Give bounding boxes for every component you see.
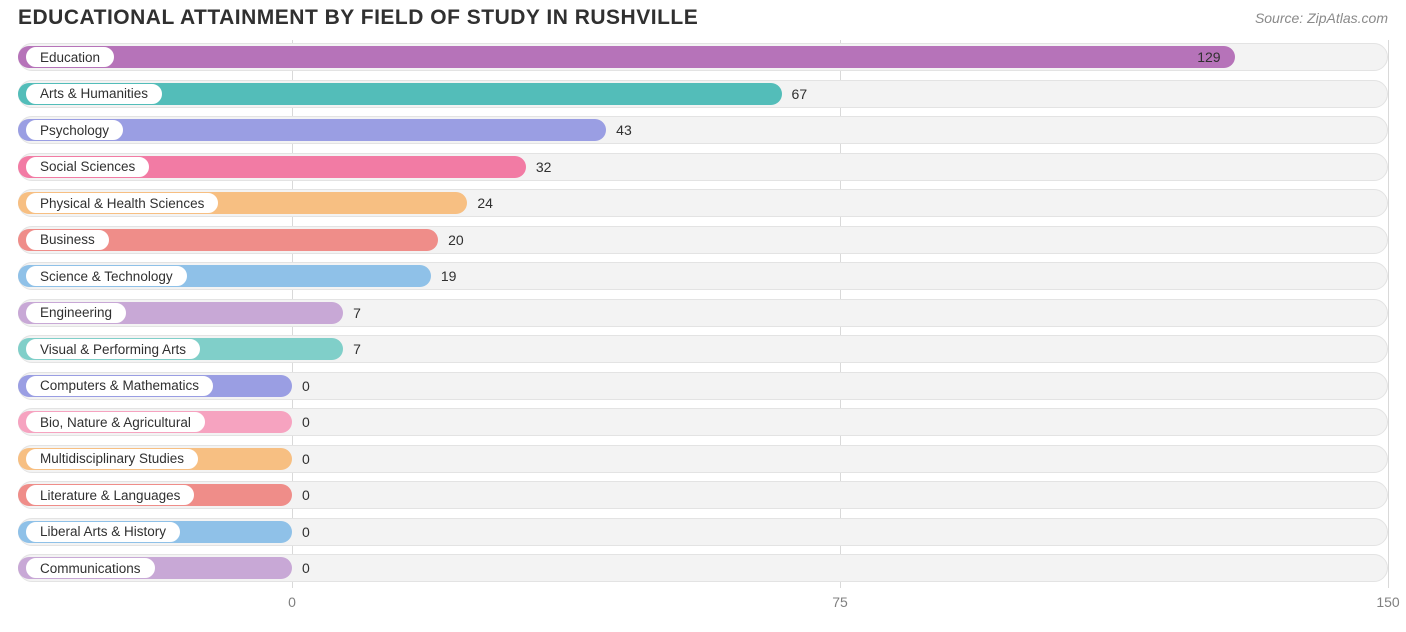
bar-value-label: 0	[302, 551, 310, 585]
bar-row: Multidisciplinary Studies 0	[18, 442, 1388, 476]
bar-value-label: 0	[302, 369, 310, 403]
bar-label-pill: Communications	[25, 557, 156, 579]
x-axis-tick: 75	[832, 594, 848, 610]
bar-row: Liberal Arts & History 0	[18, 515, 1388, 549]
bar-row: Science & Technology 19	[18, 259, 1388, 293]
bar-label-pill: Social Sciences	[25, 156, 150, 178]
bar-label-pill: Education	[25, 46, 115, 68]
bar-row: Literature & Languages 0	[18, 478, 1388, 512]
chart-area: Education129Arts & Humanities67Psycholog…	[0, 40, 1406, 618]
plot-region: Education129Arts & Humanities67Psycholog…	[18, 40, 1388, 588]
bar-row: Business 20	[18, 223, 1388, 257]
bar-label-pill: Computers & Mathematics	[25, 375, 214, 397]
bar-value-label: 32	[536, 150, 552, 184]
bar-value-label: 24	[477, 186, 493, 220]
bar-row: Education 129	[18, 40, 1388, 74]
bar-value-label: 7	[353, 296, 361, 330]
bar-value-label: 0	[302, 405, 310, 439]
bar-value-label: 20	[448, 223, 464, 257]
bar-label-pill: Liberal Arts & History	[25, 521, 181, 543]
x-axis-tick: 150	[1376, 594, 1399, 610]
bar-label-pill: Arts & Humanities	[25, 83, 163, 105]
bar-value-label: 43	[616, 113, 632, 147]
bar-row: Social Sciences 32	[18, 150, 1388, 184]
bar-row: Bio, Nature & Agricultural 0	[18, 405, 1388, 439]
bar-value-label: 7	[353, 332, 361, 366]
bar-row: Arts & Humanities 67	[18, 77, 1388, 111]
gridline	[1388, 40, 1389, 588]
chart-source: Source: ZipAtlas.com	[1255, 10, 1388, 26]
bar-label-pill: Literature & Languages	[25, 484, 195, 506]
bar-row: Visual & Performing Arts 7	[18, 332, 1388, 366]
bar-fill	[18, 46, 1235, 68]
bar-label-pill: Business	[25, 229, 110, 251]
bar-label-pill: Physical & Health Sciences	[25, 192, 219, 214]
chart-header: EDUCATIONAL ATTAINMENT BY FIELD OF STUDY…	[0, 0, 1406, 40]
bar-value-label: 67	[792, 77, 808, 111]
bar-label-pill: Visual & Performing Arts	[25, 338, 201, 360]
bar-row: Engineering 7	[18, 296, 1388, 330]
chart-title: EDUCATIONAL ATTAINMENT BY FIELD OF STUDY…	[18, 6, 698, 30]
bar-value-label: 0	[302, 478, 310, 512]
bar-value-label: 129	[1197, 40, 1234, 74]
x-axis-tick: 0	[288, 594, 296, 610]
bar-row: Computers & Mathematics 0	[18, 369, 1388, 403]
bar-label-pill: Psychology	[25, 119, 124, 141]
bar-label-pill: Multidisciplinary Studies	[25, 448, 199, 470]
bar-value-label: 0	[302, 442, 310, 476]
bar-value-label: 0	[302, 515, 310, 549]
bar-rows: Education129Arts & Humanities67Psycholog…	[18, 40, 1388, 585]
bar-row: Communications 0	[18, 551, 1388, 585]
bar-value-label: 19	[441, 259, 457, 293]
bar-row: Physical & Health Sciences 24	[18, 186, 1388, 220]
bar-label-pill: Engineering	[25, 302, 127, 324]
bar-label-pill: Science & Technology	[25, 265, 188, 287]
x-axis: 075150	[18, 590, 1388, 618]
bar-row: Psychology 43	[18, 113, 1388, 147]
bar-label-pill: Bio, Nature & Agricultural	[25, 411, 206, 433]
